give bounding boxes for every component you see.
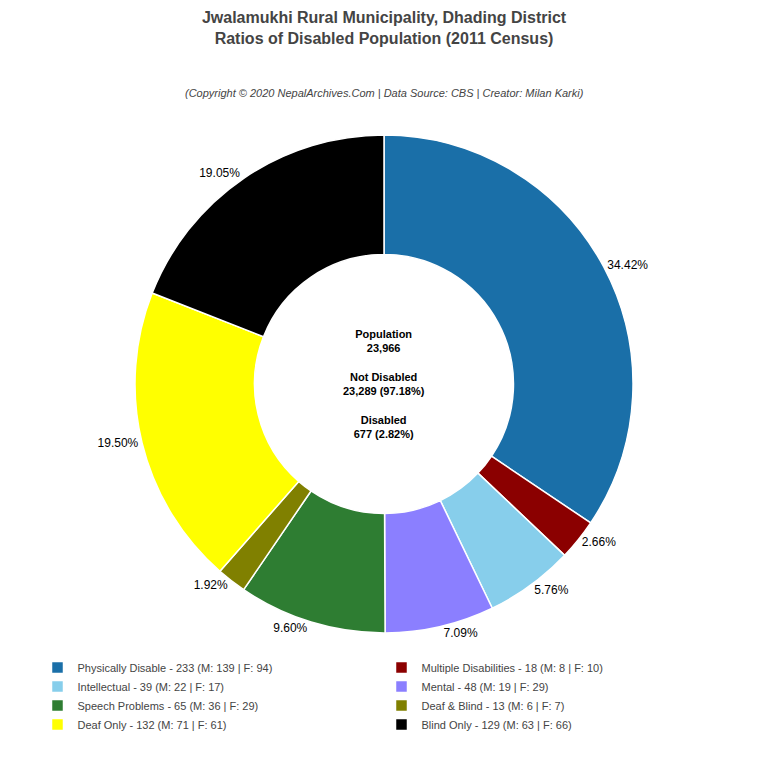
svg-text:5.76%: 5.76% — [534, 583, 568, 597]
svg-text:Speech Problems - 65 (M: 36 |: Speech Problems - 65 (M: 36 | F: 29) — [78, 700, 259, 712]
svg-text:Intellectual - 39 (M: 22 | F:: Intellectual - 39 (M: 22 | F: 17) — [78, 681, 225, 693]
svg-text:Blind Only - 129 (M: 63 | F: 6: Blind Only - 129 (M: 63 | F: 66) — [422, 719, 572, 731]
svg-text:Multiple Disabilities - 18 (M:: Multiple Disabilities - 18 (M: 8 | F: 10… — [422, 662, 603, 674]
svg-text:34.42%: 34.42% — [607, 258, 648, 272]
svg-text:19.50%: 19.50% — [98, 436, 139, 450]
svg-text:19.05%: 19.05% — [199, 166, 240, 180]
svg-text:1.92%: 1.92% — [194, 578, 228, 592]
svg-text:Jwalamukhi Rural Municipality,: Jwalamukhi Rural Municipality, Dhading D… — [202, 9, 567, 47]
svg-text:7.09%: 7.09% — [444, 626, 478, 640]
svg-text:9.60%: 9.60% — [273, 621, 307, 635]
svg-text:Deaf Only - 132 (M: 71 | F: 61: Deaf Only - 132 (M: 71 | F: 61) — [78, 719, 227, 731]
svg-text:Mental - 48 (M: 19 | F: 29): Mental - 48 (M: 19 | F: 29) — [422, 681, 549, 693]
svg-text:Physically Disable - 233 (M: 1: Physically Disable - 233 (M: 139 | F: 94… — [78, 662, 273, 674]
svg-text:2.66%: 2.66% — [582, 535, 616, 549]
svg-text:Population23,966Not Disabled23: Population23,966Not Disabled23,289 (97.1… — [343, 328, 425, 440]
svg-text:Deaf & Blind - 13 (M: 6 | F: 7: Deaf & Blind - 13 (M: 6 | F: 7) — [422, 700, 565, 712]
svg-text:(Copyright © 2020 NepalArchive: (Copyright © 2020 NepalArchives.Com | Da… — [185, 87, 584, 99]
